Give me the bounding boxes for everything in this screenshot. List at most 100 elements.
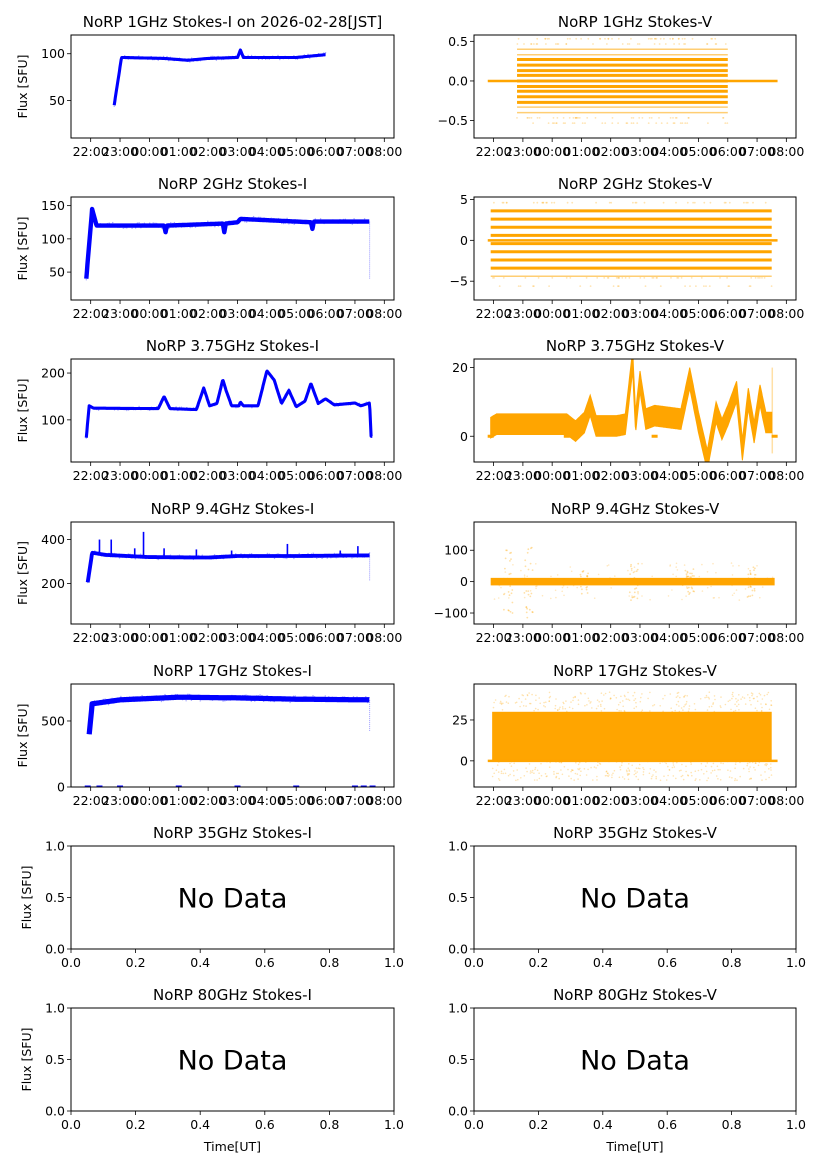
data-point: [566, 586, 569, 589]
data-point: [761, 277, 763, 279]
y-tick-label: 100: [41, 46, 65, 61]
data-point: [112, 221, 114, 224]
data-point: [706, 43, 708, 45]
data-point: [707, 696, 710, 699]
data-point: [166, 696, 168, 698]
data-point: [500, 772, 503, 775]
x-tick-label: 02:00: [593, 793, 629, 808]
subplot-title: NoRP 3.75GHz Stokes-I: [146, 337, 319, 355]
data-point: [526, 770, 528, 773]
data-point: [659, 779, 662, 782]
data-point: [570, 570, 573, 573]
data-point: [563, 578, 566, 580]
data-point: [526, 616, 529, 619]
axes-frame: [70, 34, 395, 139]
data-point: [321, 557, 323, 560]
data-point: [288, 387, 290, 390]
data-point: [180, 406, 183, 408]
data-point: [556, 709, 559, 711]
data-point: [704, 696, 706, 699]
zero-mark: [96, 785, 103, 787]
data-point: [636, 597, 639, 600]
data-point: [501, 201, 504, 204]
data-point: [192, 696, 194, 698]
data-point: [693, 201, 696, 204]
data-point: [346, 222, 348, 224]
data-point: [600, 705, 602, 707]
data-point: [102, 552, 105, 554]
data-point: [692, 201, 694, 204]
data-point: [196, 60, 198, 62]
data-point: [208, 58, 210, 60]
data-point: [300, 401, 302, 404]
data-point: [653, 704, 656, 706]
data-point: [277, 217, 279, 220]
data-point: [753, 577, 756, 579]
data-point: [106, 408, 109, 410]
data-point: [749, 585, 752, 588]
data-point: [753, 589, 756, 592]
data-point: [173, 558, 175, 560]
data-point: [771, 576, 774, 579]
x-tick-label: 0.8: [722, 955, 742, 970]
data-point: [544, 706, 546, 708]
data-point: [524, 559, 527, 562]
data-point: [663, 37, 665, 40]
data-point: [514, 702, 517, 704]
data-point: [231, 404, 234, 406]
data-point: [349, 222, 352, 224]
data-point: [686, 570, 689, 573]
data-point: [613, 769, 616, 772]
subplot-title: NoRP 1GHz Stokes-V: [558, 13, 713, 31]
data-point: [732, 565, 734, 567]
data-point: [627, 691, 629, 694]
data-point: [310, 699, 312, 701]
data-point: [245, 404, 248, 407]
x-tick-label: 00:00: [534, 793, 570, 808]
data-point: [560, 769, 562, 771]
data-point: [528, 692, 530, 694]
data-point: [557, 43, 560, 45]
data-point: [191, 226, 193, 228]
plot-area: [487, 37, 778, 124]
data-point: [236, 696, 238, 699]
data-point: [89, 405, 91, 408]
x-tick-label: 04:00: [651, 630, 687, 645]
data-point: [674, 117, 677, 119]
data-point: [275, 386, 278, 388]
data-point: [113, 409, 116, 411]
data-point: [272, 218, 274, 220]
data-point: [558, 777, 560, 780]
data-point: [219, 554, 221, 557]
y-tick-label: 50: [49, 93, 65, 108]
data-point: [629, 577, 631, 580]
data-point: [697, 769, 700, 772]
data-point: [748, 285, 751, 287]
data-point: [712, 702, 715, 704]
data-point: [681, 37, 684, 40]
data-point: [297, 220, 299, 222]
data-point: [296, 58, 299, 60]
data-point: [706, 709, 709, 711]
data-point: [132, 696, 134, 698]
data-point: [710, 705, 713, 708]
data-point: [272, 378, 274, 380]
data-point: [582, 570, 585, 572]
data-point: [586, 704, 588, 706]
data-point: [227, 699, 230, 701]
data-point: [118, 700, 120, 703]
data-point: [335, 402, 338, 404]
data-point: [628, 763, 630, 765]
data-point: [574, 695, 576, 698]
data-point: [214, 405, 216, 407]
data-point: [177, 225, 179, 227]
data-point: [223, 227, 225, 230]
y-tick-label: 0: [460, 429, 468, 444]
data-point: [554, 704, 557, 707]
data-point: [677, 695, 679, 697]
data-point: [187, 58, 189, 60]
data-point: [325, 399, 327, 401]
data-point: [198, 222, 200, 225]
data-point: [125, 698, 127, 700]
data-point: [120, 60, 122, 62]
